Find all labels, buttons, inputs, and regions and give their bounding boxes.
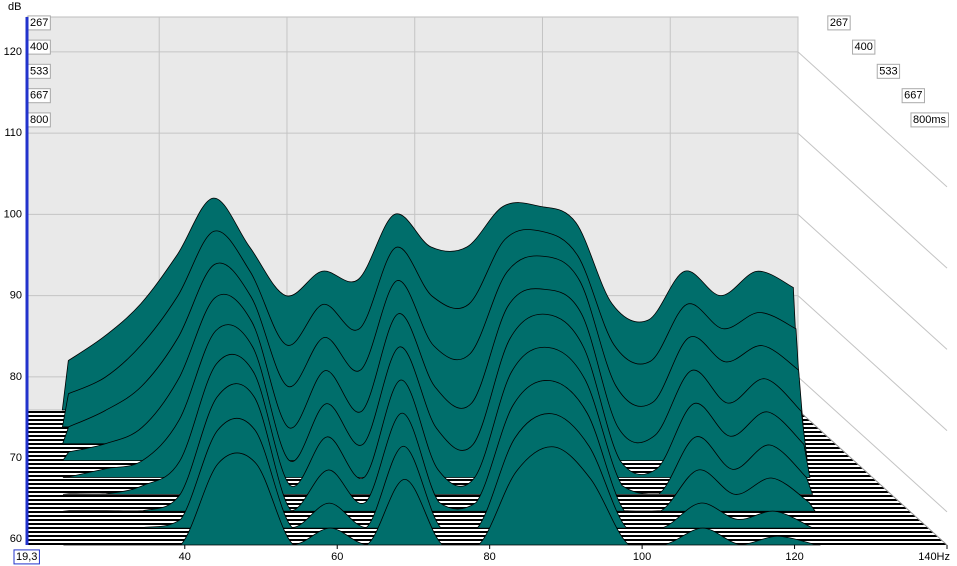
time-tick-label: 800ms bbox=[913, 114, 947, 126]
y-tick-label: 90 bbox=[10, 290, 22, 302]
cursor-label: 19,3 bbox=[16, 551, 37, 563]
side-grid-line bbox=[797, 376, 948, 513]
label-box bbox=[901, 88, 925, 104]
time-tick-label: 533 bbox=[879, 65, 897, 77]
side-edge bbox=[797, 409, 948, 546]
time-tick-label: 667 bbox=[904, 90, 922, 102]
side-grid-line bbox=[797, 132, 948, 269]
y-tick-label: 60 bbox=[10, 533, 22, 545]
x-tick-label: 60 bbox=[331, 551, 343, 563]
label-box bbox=[876, 63, 901, 79]
time-tick-label: 533 bbox=[30, 65, 48, 77]
x-tick-label: 120 bbox=[785, 551, 803, 563]
x-tick-label: 140Hz bbox=[918, 551, 950, 563]
cursor-box bbox=[13, 549, 40, 565]
time-tick-label: 267 bbox=[30, 17, 48, 29]
y-axis-label: dB bbox=[8, 1, 21, 13]
time-tick-label: 667 bbox=[30, 90, 48, 102]
y-tick-label: 120 bbox=[4, 46, 22, 58]
label-box bbox=[827, 15, 851, 31]
time-tick-label: 400 bbox=[30, 41, 48, 53]
y-tick-label: 70 bbox=[10, 452, 22, 464]
side-grid-line bbox=[797, 51, 948, 188]
label-box bbox=[910, 112, 949, 128]
x-tick-label: 80 bbox=[484, 551, 496, 563]
y-tick-label: 100 bbox=[4, 208, 22, 220]
x-tick-label: 100 bbox=[633, 551, 651, 563]
time-tick-label: 400 bbox=[855, 41, 873, 53]
decay-slice bbox=[63, 446, 821, 546]
side-grid-line bbox=[797, 295, 948, 431]
time-tick-label: 267 bbox=[830, 17, 848, 29]
y-tick-label: 80 bbox=[10, 371, 22, 383]
y-tick-label: 110 bbox=[4, 127, 22, 139]
time-tick-label: 800 bbox=[30, 114, 48, 126]
side-grid-line bbox=[797, 214, 948, 350]
label-box bbox=[852, 39, 876, 55]
x-tick-label: 40 bbox=[179, 551, 191, 563]
